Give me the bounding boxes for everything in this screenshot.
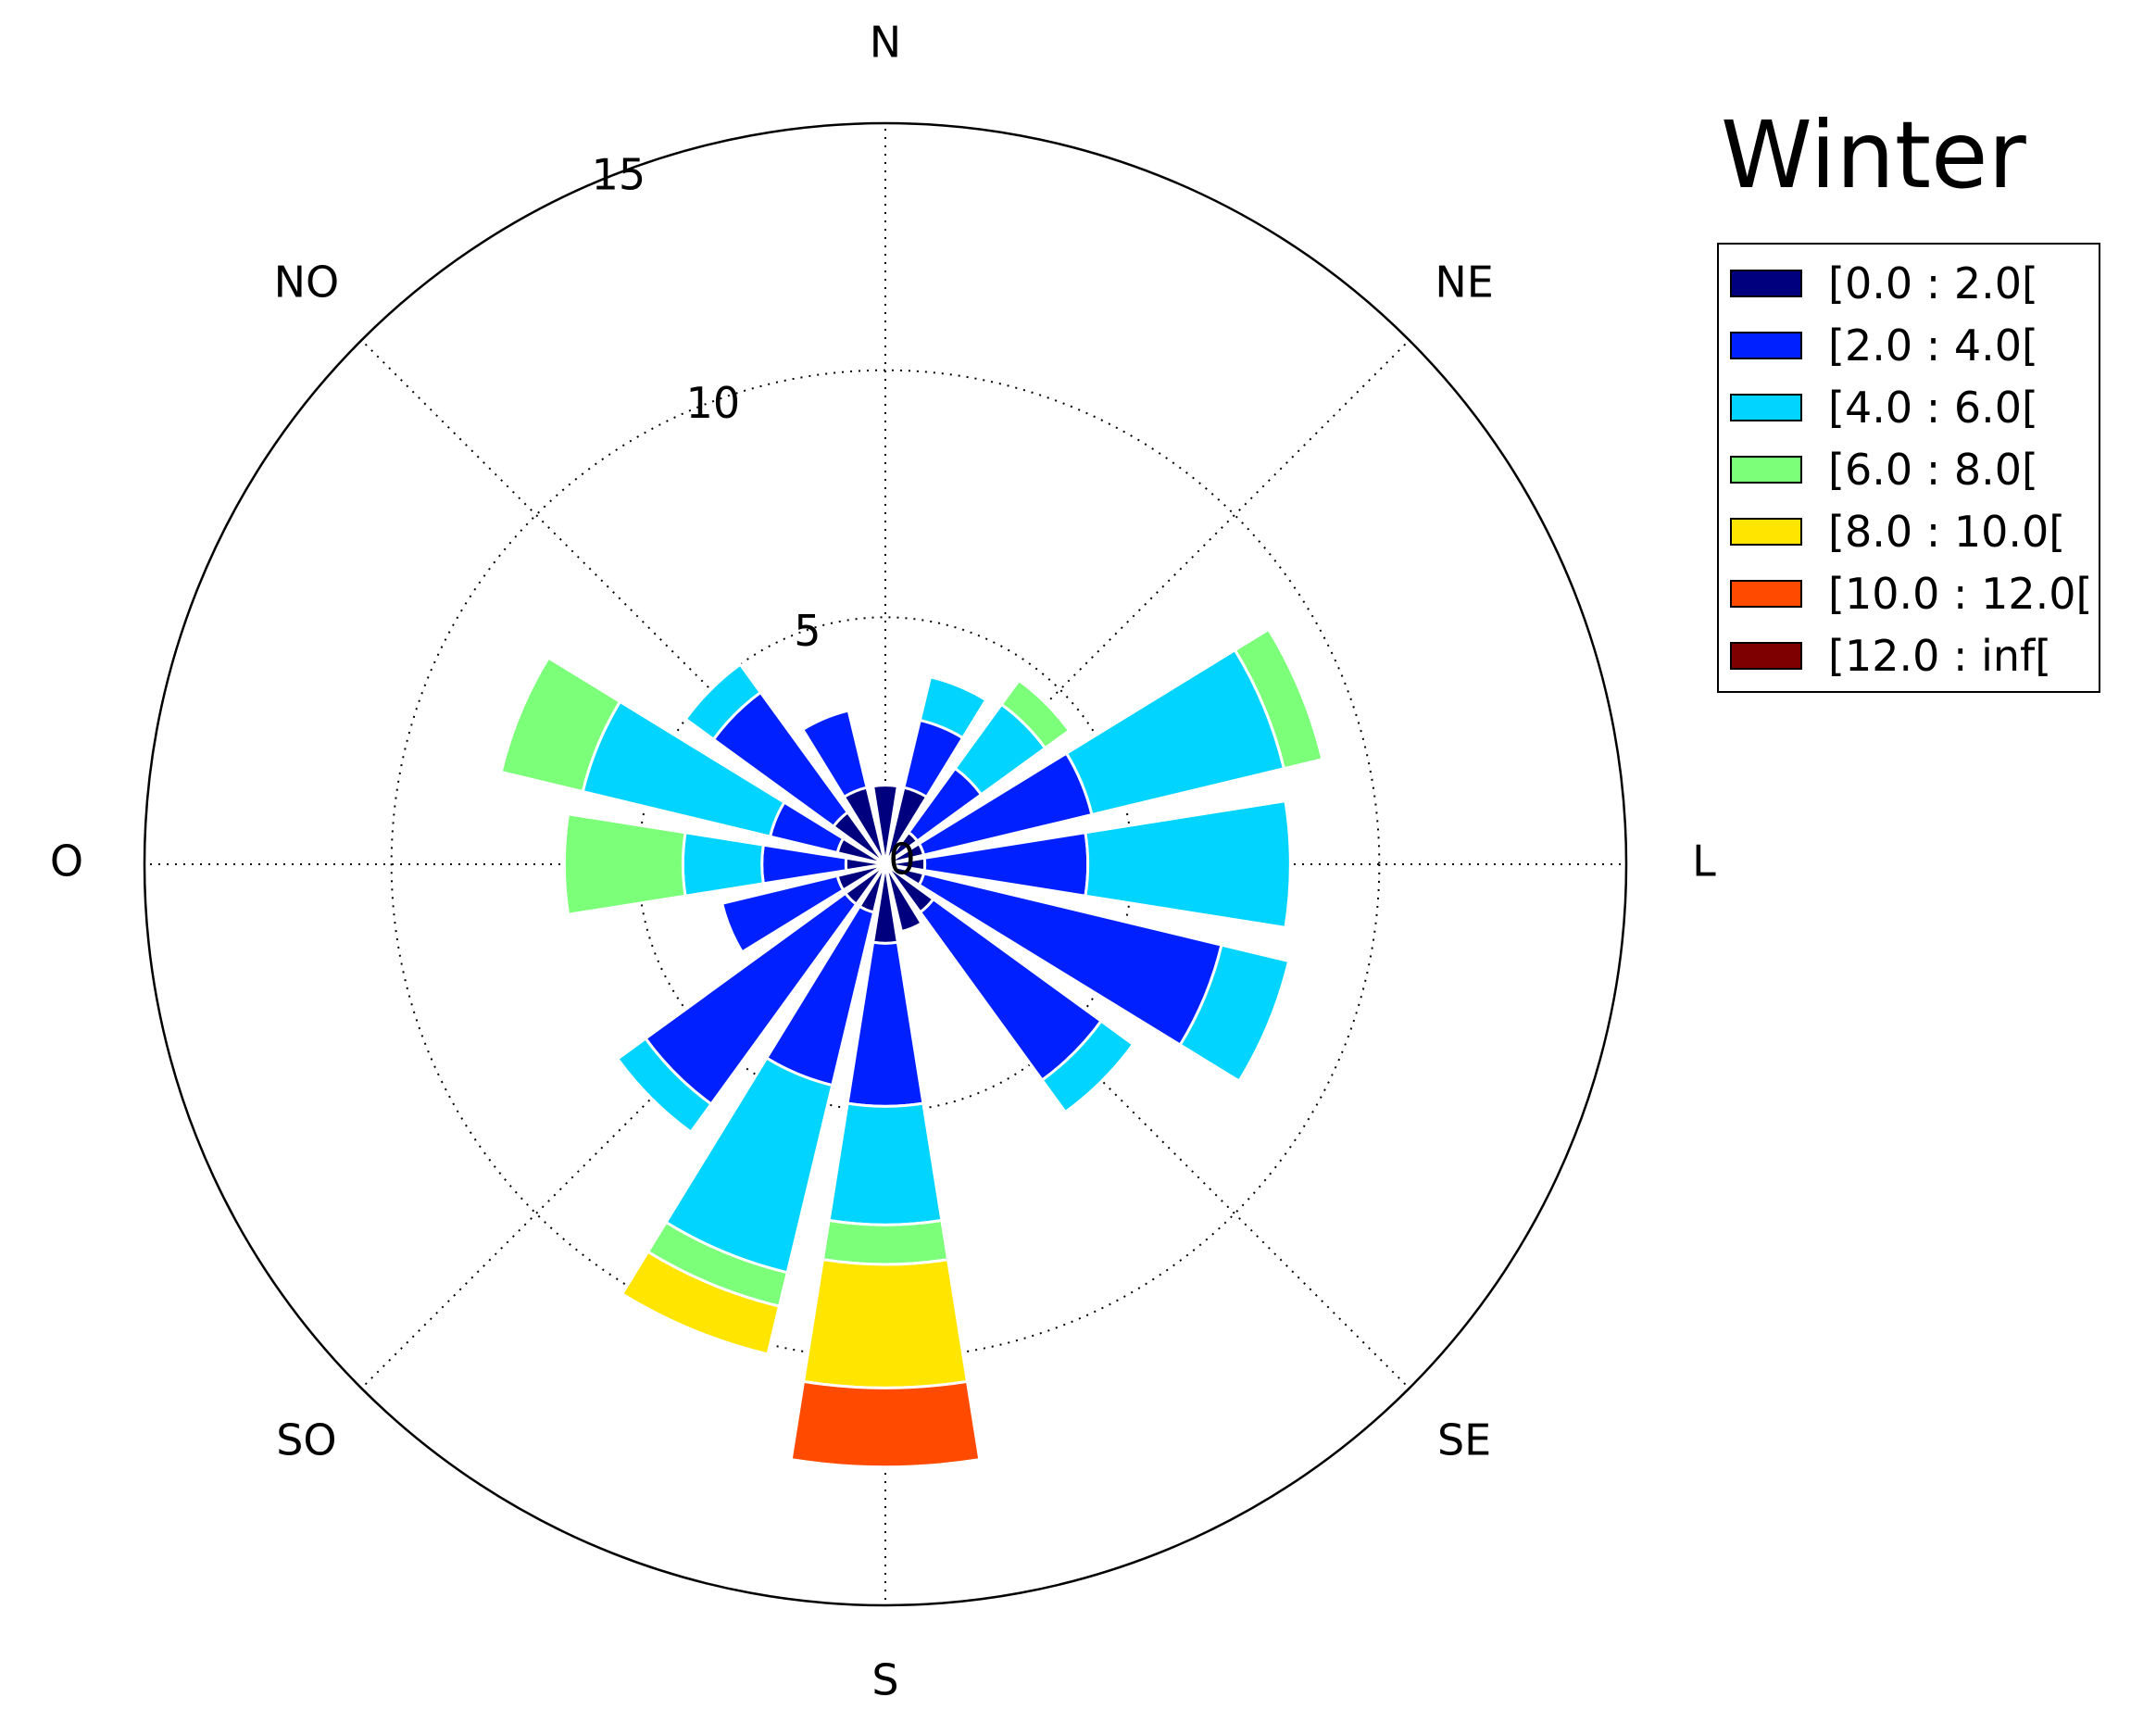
wind-bar-NNE-bin-2	[918, 674, 988, 740]
wind-bar-NE-bin-3	[999, 678, 1072, 750]
grid-spoke	[360, 339, 886, 865]
legend-label: [12.0 : inf[	[1828, 631, 2052, 681]
legend-entry: [10.0 : 12.0[	[1730, 566, 2092, 622]
legend-label: [6.0 : 8.0[	[1828, 445, 2038, 495]
wind-bar-WSW-bin-1	[720, 874, 846, 954]
radial-tick-label: 10	[686, 378, 741, 428]
legend-label: [8.0 : 10.0[	[1828, 507, 2066, 557]
outer-circle	[143, 121, 1628, 1607]
direction-labels: N NE L SE S SO O NO	[50, 18, 1716, 1705]
grid-spoke	[884, 863, 1410, 1389]
direction-label-NO: NO	[274, 257, 340, 307]
legend-swatch	[1730, 394, 1802, 421]
legend-swatch	[1730, 332, 1802, 359]
legend-entry: [0.0 : 2.0[	[1730, 256, 2038, 311]
wind-bar-NO-bin-2	[683, 662, 763, 742]
direction-label-NE: NE	[1435, 257, 1493, 307]
wind-bar-WNW-bin-3	[499, 656, 622, 794]
radial-tick-labels: 0 5 10 15	[592, 149, 916, 884]
wind-bar-ESE-bin-2	[1178, 943, 1291, 1084]
legend-entry: [6.0 : 8.0[	[1730, 442, 2038, 497]
legend-entry: [8.0 : 10.0[	[1730, 504, 2065, 559]
legend-entry: [2.0 : 4.0[	[1730, 318, 2038, 373]
wind-bar-S-bin-5	[789, 1379, 982, 1469]
direction-label-SE: SE	[1437, 1415, 1491, 1465]
wind-bar-SSE-bin-0	[884, 863, 924, 934]
legend-swatch	[1730, 580, 1802, 608]
legend-swatch	[1730, 642, 1802, 670]
legend-entry: [4.0 : 6.0[	[1730, 380, 2038, 435]
wind-bar-S-bin-4	[801, 1257, 970, 1389]
legend: [0.0 : 2.0[ [2.0 : 4.0[ [4.0 : 6.0[ [6.0 : …	[1717, 243, 2100, 693]
wind-bar-N-bin-0	[871, 784, 900, 865]
wind-bar-NNW-bin-1	[800, 709, 869, 799]
direction-label-O: O	[50, 836, 83, 886]
chart-title: Winter	[1721, 101, 2026, 209]
legend-label: [10.0 : 12.0[	[1828, 569, 2093, 619]
legend-swatch	[1730, 518, 1802, 546]
direction-label-N: N	[870, 18, 901, 68]
wind-bar-S-bin-3	[821, 1218, 950, 1266]
outer-circle-ring	[143, 121, 1628, 1607]
radial-tick-label: 15	[592, 149, 646, 199]
radial-tick-label: 5	[794, 606, 821, 656]
wind-bar-O-bin-2	[681, 831, 766, 898]
legend-label: [0.0 : 2.0[	[1828, 258, 2038, 308]
wind-bar-SSW-bin-4	[620, 1250, 782, 1356]
legend-entry: [12.0 : inf[	[1730, 628, 2051, 684]
legend-swatch	[1730, 270, 1802, 297]
wind-bar-S-bin-2	[827, 1101, 944, 1226]
legend-swatch	[1730, 456, 1802, 484]
wind-bar-ENE-bin-3	[1233, 627, 1324, 771]
wind-bar-O-bin-3	[562, 812, 687, 916]
grid-spoke	[884, 339, 1410, 865]
wind-bar-SE-bin-2	[1040, 1019, 1135, 1114]
direction-label-L: L	[1692, 836, 1716, 886]
polar-grid	[144, 123, 1626, 1605]
grid-spoke	[360, 863, 886, 1389]
wind-bar-L-bin-2	[1084, 798, 1292, 930]
legend-label: [2.0 : 4.0[	[1828, 321, 2038, 371]
radial-tick-label: 0	[888, 835, 915, 885]
direction-label-S: S	[871, 1655, 898, 1705]
wind-bar-SO-bin-2	[615, 1036, 714, 1135]
legend-label: [4.0 : 6.0[	[1828, 383, 2038, 433]
wind-bars	[499, 627, 1324, 1469]
direction-label-SO: SO	[276, 1415, 336, 1465]
